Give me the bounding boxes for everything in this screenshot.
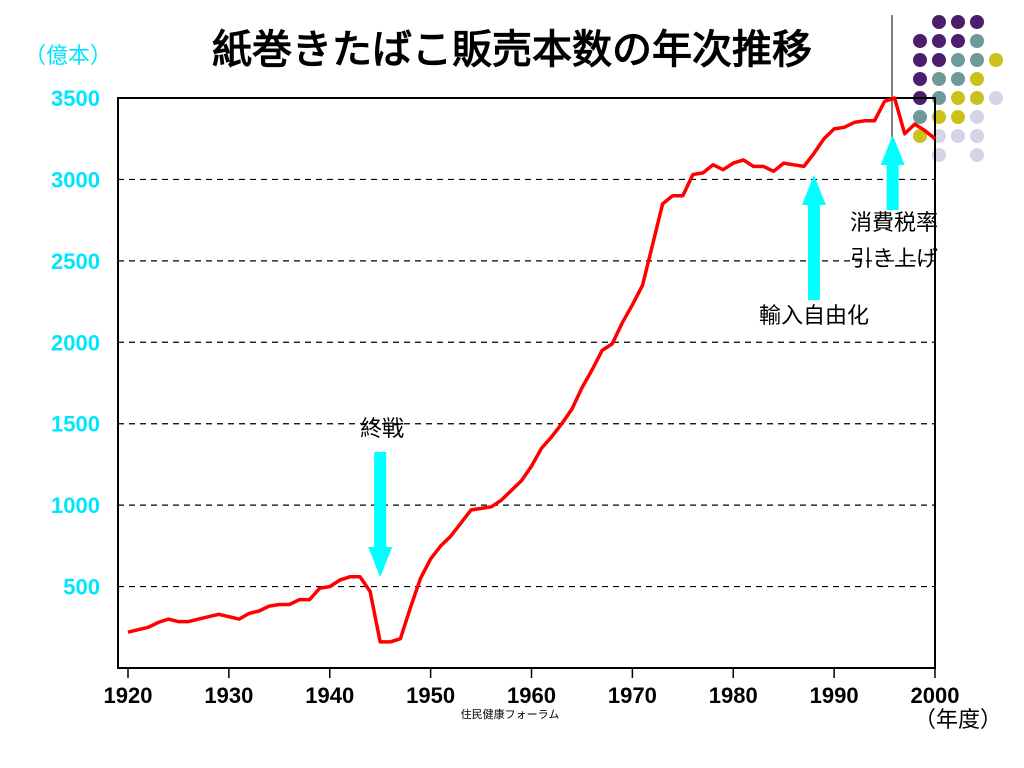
decorative-dot [932,72,946,86]
x-tick-label-1990: 1990 [810,683,859,708]
x-tick-label-1970: 1970 [608,683,657,708]
decorative-dot [951,91,965,105]
x-tick-label-1920: 1920 [104,683,153,708]
decorative-dot [989,53,1003,67]
decorative-dot [951,34,965,48]
x-tick-label-1950: 1950 [406,683,455,708]
decorative-dot [913,34,927,48]
y-tick-label-2000: 2000 [51,330,100,355]
decorative-dot [951,53,965,67]
decorative-dot [951,72,965,86]
decorative-dot [913,110,927,124]
x-axis-unit-label: （年度） [914,708,1002,733]
decorative-dot [951,129,965,143]
series-line-sales [127,96,937,644]
decorative-dot [970,148,984,162]
x-axis-ticks: 1920 1930 1940 1950 1960 1970 1980 1990 2000 [104,668,960,708]
x-tick-label-1960: 1960 [507,683,556,708]
decorative-dot [913,53,927,67]
annotation-label-war-end: 終戦 [360,417,404,442]
plot-frame [117,97,936,669]
annotation-arrow-war-end [368,452,393,577]
decorative-dot [913,72,927,86]
annotation-label-import-liberalization: 輸入自由化 [759,304,869,329]
x-tick-label-1930: 1930 [204,683,253,708]
x-tick-label-1980: 1980 [709,683,758,708]
y-axis-ticks: 500 1000 1500 2000 2500 3000 3500 [51,86,100,600]
decorative-dot [951,110,965,124]
decorative-dot [970,15,984,29]
chart-title: 紙巻きたばこ販売本数の年次推移 [212,27,812,73]
decorative-dot [932,53,946,67]
annotation-label-consumption-tax: 消費税率 [850,211,938,236]
y-tick-label-2500: 2500 [51,249,100,274]
y-tick-label-1500: 1500 [51,412,100,437]
annotation-label-consumption-tax-line2: 引き上げ [850,247,938,272]
y-tick-label-3500: 3500 [51,86,100,111]
decorative-dot [913,129,927,143]
decorative-dot [970,129,984,143]
decorative-dot [970,34,984,48]
decorative-dot [932,34,946,48]
y-axis-unit-label: （億本） [24,44,112,69]
decorative-dot [970,53,984,67]
annotation-arrow-consumption-tax [880,135,905,210]
gridlines [118,178,935,588]
decorative-dot [989,91,1003,105]
annotation-arrow-import-liberalization [801,175,826,300]
x-tick-label-2000: 2000 [911,683,960,708]
decorative-dot [970,110,984,124]
x-tick-label-1940: 1940 [305,683,354,708]
credit-text: 住民健康フォーラム [461,707,560,721]
decorative-dots [913,15,1003,162]
decorative-dot [932,15,946,29]
y-tick-label-500: 500 [63,575,100,600]
decorative-dot [970,72,984,86]
decorative-dot [951,15,965,29]
decorative-dot [970,91,984,105]
y-tick-label-3000: 3000 [51,167,100,192]
y-tick-label-1000: 1000 [51,493,100,518]
